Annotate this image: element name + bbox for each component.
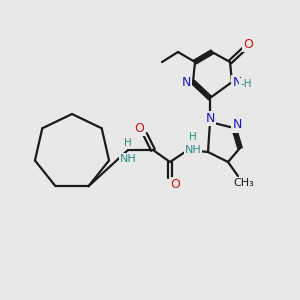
- Text: H: H: [189, 132, 197, 142]
- Text: O: O: [134, 122, 144, 134]
- Text: -H: -H: [240, 79, 252, 89]
- Text: N: N: [181, 76, 191, 88]
- Text: H: H: [124, 138, 132, 148]
- Text: O: O: [243, 38, 253, 50]
- Text: N: N: [232, 76, 242, 88]
- Text: CH₃: CH₃: [234, 178, 254, 188]
- Text: O: O: [170, 178, 180, 190]
- Text: NH: NH: [120, 154, 136, 164]
- Text: N: N: [205, 112, 215, 124]
- Text: NH: NH: [184, 145, 201, 155]
- Text: N: N: [232, 118, 242, 131]
